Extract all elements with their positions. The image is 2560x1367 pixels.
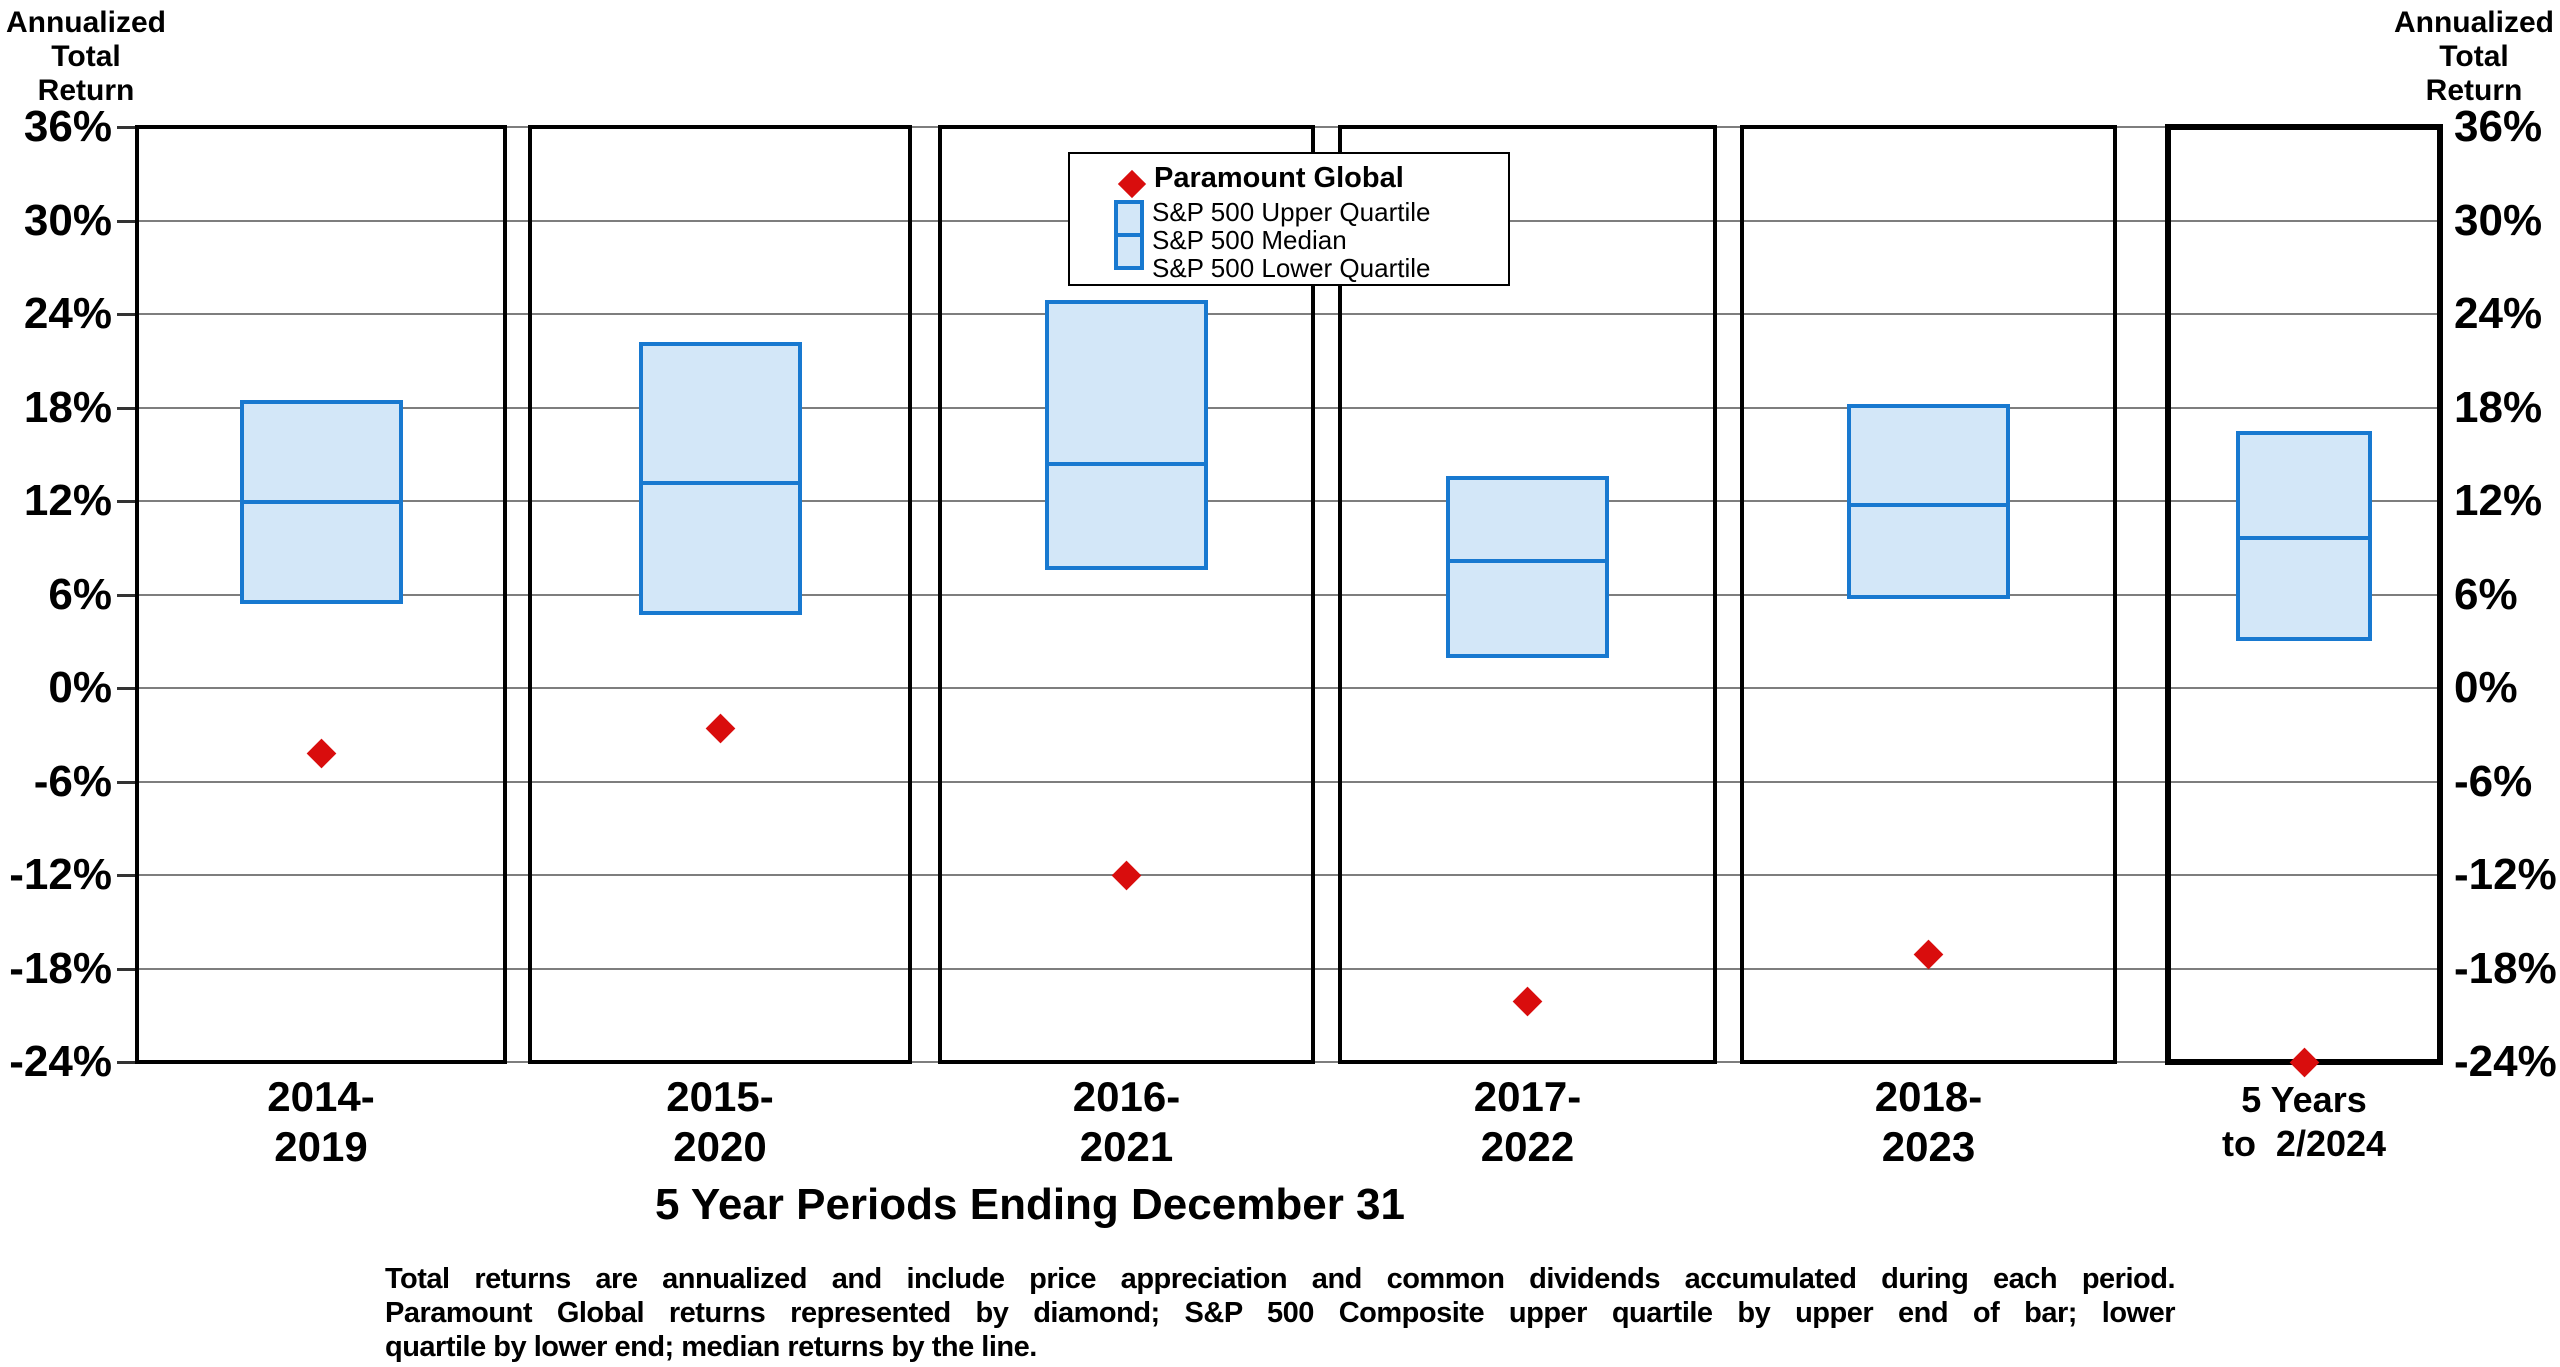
legend-median-label: S&P 500 Median (1152, 225, 1347, 255)
y-tick-label-right: 0% (2454, 663, 2518, 712)
y-tick-dash (117, 967, 137, 971)
period-panel-2018-2023 (1740, 125, 2117, 1064)
y-tick-dash (117, 687, 137, 690)
y-tick-label-left: -6% (33, 756, 112, 806)
y-tick-dash (117, 780, 137, 784)
x-category-label-2015-2020: 2015- 2020 (666, 1073, 774, 1170)
x-category-label-5-Yearsto-2/2024: 5 Years to 2/2024 (2221, 1079, 2387, 1164)
y-tick-label-left: 36% (23, 102, 112, 151)
chart-legend: Paramount Global S&P 500 Upper Quartile … (1068, 152, 1510, 286)
gridline--18% (137, 967, 2440, 970)
median-line-icon (1117, 233, 1141, 237)
period-panel-2017-2022 (1338, 125, 1717, 1064)
y-tick-label-left: 12% (23, 476, 112, 525)
y-tick-label-right: -6% (2454, 756, 2533, 806)
gridline-24% (137, 313, 2440, 315)
period-panel-2016-2021 (938, 125, 1315, 1064)
y-tick-label-left: -24% (9, 1037, 112, 1086)
footnote-line-1: Total returns are annualized and include… (385, 1263, 2176, 1295)
gridline--12% (137, 874, 2440, 876)
y-tick-label-left: 18% (23, 382, 112, 432)
x-axis-title: 5 Year Periods Ending December 31 (655, 1180, 1405, 1229)
y-tick-dash (117, 126, 137, 129)
y-tick-label-right: -18% (2454, 943, 2557, 993)
y-tick-label-left: -18% (9, 943, 112, 993)
y-tick-label-right: 18% (2454, 382, 2543, 432)
legend-upper-quartile-label: S&P 500 Upper Quartile (1152, 197, 1431, 227)
quartile-box-icon (1114, 200, 1144, 270)
sp500-median-line-2015-2020 (641, 481, 799, 486)
y-axis-title-right: Annualized Total Return (2393, 6, 2554, 107)
y-tick-dash (117, 219, 137, 223)
y-tick-label-left: 6% (48, 569, 112, 619)
y-tick-dash (117, 313, 137, 316)
gridline-12% (137, 500, 2440, 502)
sp500-quartile-box-2017-2022 (1446, 476, 1609, 659)
y-tick-label-left: 0% (48, 663, 112, 712)
footnote: Total returns are annualized and include… (385, 1262, 2176, 1364)
sp500-quartile-box-2014-2019 (239, 399, 403, 604)
legend-lower-quartile-label: S&P 500 Lower Quartile (1152, 253, 1431, 283)
sp500-quartile-box-2015-2020 (638, 342, 802, 615)
y-tick-label-left: -12% (9, 850, 112, 899)
sp500-quartile-box-2016-2021 (1045, 299, 1208, 570)
x-category-label-2017-2022: 2017- 2022 (1473, 1073, 1582, 1170)
y-tick-dash (117, 1061, 137, 1064)
y-tick-dash (117, 593, 137, 597)
gridline-0% (137, 687, 2440, 689)
period-panel-2014-2019 (135, 125, 507, 1064)
gridline-18% (137, 406, 2440, 409)
y-tick-dash (117, 500, 137, 503)
y-tick-dash (117, 874, 137, 877)
x-category-label-2018-2023: 2018- 2023 (1874, 1073, 1983, 1170)
sp500-median-line-2017-2022 (1449, 559, 1606, 564)
sp500-quartile-box-5-Yearsto-2/2024 (2236, 430, 2372, 642)
period-panel-5-Yearsto-2/2024 (2165, 124, 2443, 1065)
y-tick-label-right: 30% (2454, 195, 2543, 245)
sp500-median-line-2014-2019 (242, 499, 400, 504)
y-axis-title-left: Annualized Total Return (5, 6, 166, 107)
y-tick-label-right: 6% (2454, 569, 2518, 619)
x-category-label-2016-2021: 2016- 2021 (1072, 1073, 1181, 1170)
x-category-label-2014-2019: 2014- 2019 (267, 1073, 375, 1170)
sp500-median-line-2016-2021 (1048, 462, 1205, 467)
footnote-line-3: quartile by lower end; median returns by… (385, 1331, 1037, 1363)
gridline--6% (137, 780, 2440, 783)
sp500-quartile-box-2018-2023 (1847, 404, 2010, 600)
legend-paramount-label: Paramount Global (1154, 162, 1404, 194)
y-tick-label-right: 12% (2454, 476, 2543, 525)
y-tick-label-left: 24% (23, 289, 112, 338)
period-panel-2015-2020 (528, 125, 912, 1064)
y-tick-label-right: -12% (2454, 850, 2557, 899)
paramount-diamond-icon (1117, 169, 1147, 199)
footnote-line-2: Paramount Global returns represented by … (385, 1297, 2176, 1329)
y-tick-dash (117, 406, 137, 410)
chart-plot-area (135, 124, 2443, 1077)
y-tick-label-right: 36% (2454, 102, 2543, 151)
sp500-median-line-5-Yearsto-2/2024 (2239, 535, 2369, 540)
y-tick-label-left: 30% (23, 195, 112, 245)
gridline-6% (137, 593, 2440, 596)
y-tick-label-right: 24% (2454, 289, 2543, 338)
y-tick-label-right: -24% (2454, 1037, 2557, 1086)
sp500-median-line-2018-2023 (1850, 502, 2007, 507)
